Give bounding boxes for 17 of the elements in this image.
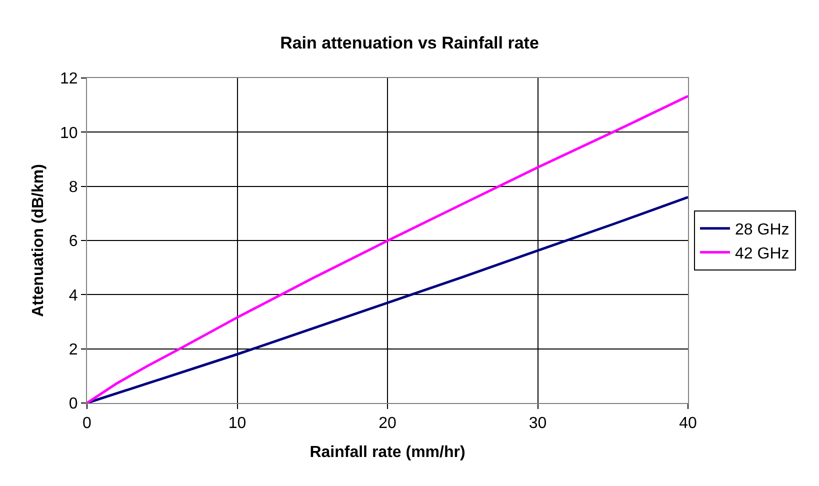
y-tick-label: 0: [68, 396, 78, 413]
x-tick-label: 20: [378, 415, 396, 432]
x-tick-label: 0: [82, 415, 92, 432]
x-tick-label: 30: [528, 415, 547, 432]
y-tick-label: 4: [68, 287, 78, 304]
x-axis-title: Rainfall rate (mm/hr): [310, 444, 466, 461]
x-tick-label: 10: [228, 415, 246, 432]
legend-label: 28 GHz: [735, 222, 790, 239]
x-tick-label: 40: [679, 415, 697, 432]
y-axis-title: Attenuation (dB/km): [30, 164, 47, 317]
y-tick-label: 12: [60, 70, 78, 88]
y-tick-label: 10: [60, 124, 78, 142]
chart-title: Rain attenuation vs Rainfall rate: [280, 33, 539, 52]
y-tick-label: 6: [68, 233, 78, 250]
y-tick-label: 8: [68, 178, 78, 196]
y-tick-label: 2: [68, 341, 78, 358]
legend-label: 42 GHz: [735, 245, 790, 262]
